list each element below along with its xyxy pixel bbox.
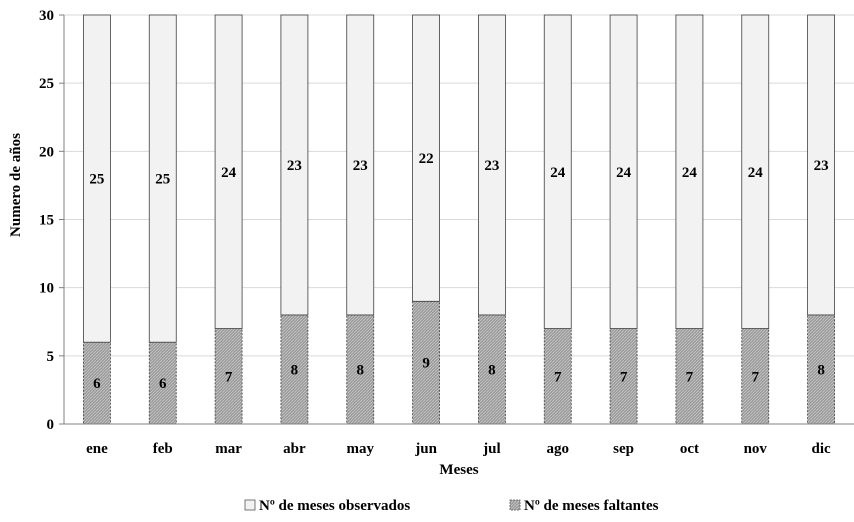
x-axis-title: Meses xyxy=(439,462,478,478)
x-tick-label: oct xyxy=(680,441,699,457)
data-label-faltantes: 8 xyxy=(357,362,365,378)
y-tick-label: 20 xyxy=(39,144,54,160)
bar-segment-faltantes xyxy=(543,328,572,425)
legend-label-observados: Nº de meses observados xyxy=(259,498,410,514)
bar-segment-observados xyxy=(214,14,243,329)
x-tick-label: may xyxy=(347,441,375,457)
legend-swatch-observados xyxy=(244,499,256,511)
x-tick-label: ago xyxy=(547,441,570,457)
x-tick-label: nov xyxy=(744,441,768,457)
data-label-faltantes: 7 xyxy=(620,369,628,385)
bar-segment-observados xyxy=(346,14,375,316)
data-label-faltantes: 8 xyxy=(488,362,496,378)
data-label-faltantes: 7 xyxy=(225,369,233,385)
x-tick-label: dic xyxy=(811,441,831,457)
x-tick-label: ene xyxy=(86,441,108,457)
legend-label-faltantes: Nº de meses faltantes xyxy=(524,498,659,514)
x-tick-label: jun xyxy=(414,441,437,457)
data-label-faltantes: 8 xyxy=(291,362,299,378)
y-axis-title: Numero de años xyxy=(8,133,24,237)
gridlines xyxy=(64,14,854,425)
bar-segment-observados xyxy=(412,14,440,302)
x-tick-label: feb xyxy=(153,441,173,457)
bar-segment-observados xyxy=(675,14,704,329)
data-label-faltantes: 9 xyxy=(422,356,430,372)
bar-segment-observados xyxy=(83,14,111,343)
bar-segment-faltantes xyxy=(478,314,506,425)
data-label-observados: 24 xyxy=(616,165,632,181)
bar-segment-faltantes xyxy=(412,300,440,425)
bar-segment-faltantes xyxy=(807,314,835,425)
legend: Nº de meses observados Nº de meses falta… xyxy=(244,498,659,514)
y-tick-label: 25 xyxy=(39,76,54,92)
bar-segment-faltantes xyxy=(214,328,243,425)
x-tick-label: abr xyxy=(283,441,306,457)
data-label-observados: 25 xyxy=(155,172,170,188)
y-tick-label: 10 xyxy=(39,281,54,297)
data-label-faltantes: 8 xyxy=(817,362,825,378)
x-tick-label: sep xyxy=(613,441,634,457)
bar-segment-observados xyxy=(280,14,309,316)
bar-segment-faltantes xyxy=(346,314,375,425)
bar-segment-faltantes xyxy=(280,314,309,425)
data-label-observados: 23 xyxy=(814,158,829,174)
data-label-observados: 24 xyxy=(550,165,566,181)
bar-segment-observados xyxy=(807,14,835,316)
y-tick-label: 15 xyxy=(39,213,54,229)
data-label-observados: 24 xyxy=(682,165,698,181)
y-tick-label: 30 xyxy=(39,8,54,24)
data-label-faltantes: 7 xyxy=(752,369,760,385)
data-label-observados: 24 xyxy=(221,165,237,181)
data-label-faltantes: 6 xyxy=(159,376,167,392)
data-label-faltantes: 6 xyxy=(93,376,101,392)
bar-segment-observados xyxy=(741,14,770,329)
bars xyxy=(83,14,835,425)
bar-segment-observados xyxy=(148,14,177,343)
x-tick-label: mar xyxy=(215,441,242,457)
axes xyxy=(59,14,854,425)
bar-segment-faltantes xyxy=(675,328,704,425)
bar-segment-faltantes xyxy=(741,328,770,425)
data-label-faltantes: 7 xyxy=(554,369,562,385)
y-tick-label: 0 xyxy=(47,417,55,433)
data-label-observados: 23 xyxy=(484,158,499,174)
labels: 0 5 10 15 20 25 30 ene 6 25 feb 6 25 mar 7 24 abr 8 23 may 8… xyxy=(39,8,831,457)
bar-segment-faltantes xyxy=(83,341,111,425)
bar-segment-observados xyxy=(478,14,506,316)
data-label-faltantes: 7 xyxy=(686,369,694,385)
y-tick-label: 5 xyxy=(47,349,55,365)
data-label-observados: 24 xyxy=(748,165,764,181)
data-label-observados: 25 xyxy=(89,172,104,188)
data-label-observados: 23 xyxy=(353,158,368,174)
bar-segment-faltantes xyxy=(609,328,638,425)
bar-segment-observados xyxy=(543,14,572,329)
x-tick-label: jul xyxy=(482,441,501,457)
data-label-observados: 23 xyxy=(287,158,302,174)
bar-segment-faltantes xyxy=(148,341,177,425)
data-label-observados: 22 xyxy=(419,151,434,167)
legend-swatch-faltantes xyxy=(509,499,521,511)
bar-segment-observados xyxy=(609,14,638,329)
